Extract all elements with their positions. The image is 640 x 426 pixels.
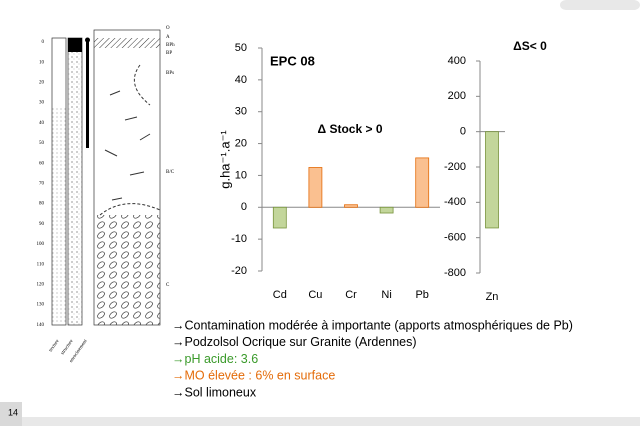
x-tick-label: Ni (381, 289, 391, 301)
depth-label: 20 (39, 81, 45, 86)
bar (344, 204, 358, 208)
x-tick-label: Cr (345, 289, 357, 301)
bar (485, 131, 499, 229)
bullet-text: →Contamination modérée à importante (app… (172, 318, 573, 332)
bar (415, 157, 430, 208)
bullet-text: →MO élevée : 6% en surface (172, 369, 335, 383)
horizon-a (94, 38, 160, 48)
y-tick-label: -400 (444, 196, 466, 208)
depth-label: 110 (37, 262, 45, 267)
horizon-label: O (166, 26, 170, 31)
page-number: 14 (8, 407, 18, 417)
corner-band (560, 0, 640, 10)
structure-top (68, 38, 82, 52)
y-tick-label: -200 (444, 161, 466, 173)
bar (379, 206, 394, 214)
depth-label: 40 (39, 121, 45, 126)
depth-label: 90 (39, 222, 45, 227)
depth-label: 10 (39, 60, 45, 65)
profile-boundaries (99, 64, 161, 216)
horizon-label: BP (166, 51, 172, 56)
chart: -800 -600 -400 -200 0 200 400 ΔS< 0 Zn (444, 39, 547, 303)
y-tick-label: 400 (448, 55, 466, 67)
annotation: EPC 08 (270, 53, 315, 68)
annotation: Δ Stock > 0 (318, 122, 383, 136)
roots-bar (86, 38, 89, 148)
y-tick-label: 0 (460, 126, 466, 138)
y-tick-label: 50 (235, 42, 247, 54)
x-tick-label: Pb (415, 289, 428, 301)
x-tick-label: Zn (486, 291, 499, 303)
bar (272, 206, 287, 229)
y-tick-label: -10 (231, 233, 247, 245)
structure-column (67, 37, 83, 326)
depth-label: 60 (39, 161, 45, 166)
horizon-label: B/C (166, 170, 175, 175)
profile-marks (104, 90, 151, 201)
horizon-label: BPh (166, 43, 175, 48)
depth-label: 130 (37, 303, 45, 308)
bullet-text: →Sol limoneux (172, 385, 257, 399)
depth-label: 140 (37, 323, 45, 328)
horizon-c (94, 215, 160, 325)
bottom-band (0, 417, 640, 426)
y-tick-label: 10 (235, 169, 247, 181)
page-number-box (0, 402, 22, 426)
soil-profile (51, 29, 161, 326)
horizon-label: BPs (166, 71, 174, 76)
chart: -20 -10 0 10 20 30 40 50 g.ha⁻¹.a⁻¹ EPC 08 Δ Stock… (217, 42, 440, 301)
depth-label: 0 (42, 40, 45, 45)
y-tick-label: 0 (241, 201, 247, 213)
depth-label: 70 (39, 182, 45, 187)
depth-label: 30 (39, 101, 45, 106)
y-tick-label: 30 (235, 106, 247, 118)
y-tick-label: 200 (448, 90, 466, 102)
y-axis-label: g.ha⁻¹.a⁻¹ (217, 130, 232, 189)
annotation: ΔS< 0 (513, 39, 547, 53)
y-tick-label: -20 (231, 265, 247, 277)
bar (308, 167, 323, 208)
roots-top (85, 37, 90, 43)
depth-label: 80 (39, 202, 45, 207)
texture-fill (52, 108, 66, 325)
depth-label: 50 (39, 141, 45, 146)
y-tick-label: -800 (444, 267, 466, 279)
depth-label: 100 (37, 242, 45, 247)
y-tick-label: 20 (235, 137, 247, 149)
x-tick-label: Cu (308, 289, 322, 301)
x-tick-label: Cd (273, 289, 287, 301)
y-tick-label: 40 (235, 74, 247, 86)
horizon-label: A (166, 35, 170, 40)
horizon-label: C (166, 283, 170, 288)
bullet-text: →pH acide: 3.6 (172, 352, 258, 366)
bullet-text: →Podzolsol Ocrique sur Granite (Ardennes… (172, 335, 417, 349)
y-tick-label: -600 (444, 232, 466, 244)
depth-label: 120 (37, 283, 45, 288)
